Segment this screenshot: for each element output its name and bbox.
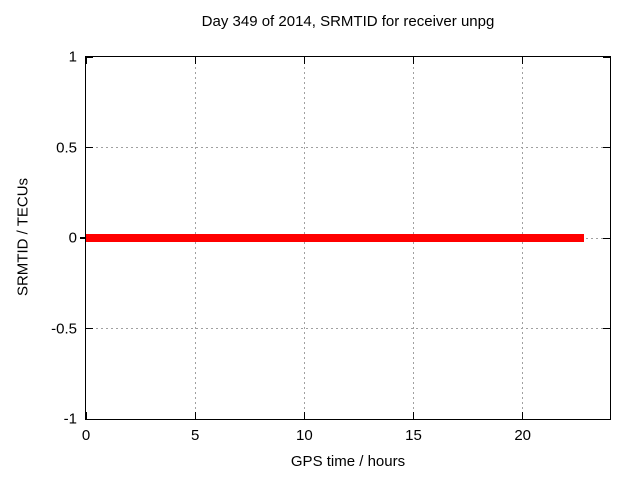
series-layer	[86, 57, 610, 419]
y-tick-mark-left	[86, 418, 93, 420]
tick-label-layer: 0 5 10 15 20 1 0.5 0 -0.5 -1	[51, 49, 610, 445]
y-tick-mark-right	[603, 418, 610, 420]
gridline-horizontal	[86, 328, 610, 329]
x-tick-mark-bottom	[303, 412, 305, 419]
tick-layer	[80, 56, 610, 420]
series-line-srmtid	[86, 234, 584, 242]
x-tick-mark-top	[522, 57, 524, 64]
x-tick-label: 0	[81, 427, 91, 444]
y-tick-mark-right	[603, 328, 610, 329]
chart-title: Day 349 of 2014, SRMTID for receiver unp…	[201, 13, 495, 30]
x-tick-mark-bottom	[522, 412, 524, 419]
x-tick-label: 20	[514, 427, 531, 444]
y-tick-label: 0	[68, 229, 77, 247]
gridline-horizontal	[86, 147, 610, 148]
x-tick-mark-top	[194, 57, 196, 64]
x-tick-label: 15	[405, 427, 422, 444]
y-tick-label: -1	[63, 410, 77, 428]
x-tick-mark-top	[85, 57, 87, 64]
y-tick-mark-right	[603, 147, 610, 148]
x-tick-mark-top	[303, 57, 305, 64]
x-tick-mark-bottom	[85, 412, 87, 419]
x-tick-label: 10	[295, 427, 313, 444]
y-tick-mark-left	[86, 328, 93, 329]
y-tick-label: 0.5	[56, 139, 77, 156]
x-tick-mark-bottom	[413, 412, 414, 419]
y-tick-label: 1	[68, 48, 77, 66]
x-tick-label: 5	[190, 427, 200, 444]
y-zero-outer-tick	[80, 237, 86, 239]
y-tick-mark-right	[603, 56, 610, 58]
y-tick-label: -0.5	[51, 320, 77, 337]
y-tick-mark-right	[603, 237, 610, 239]
y-tick-mark-left	[86, 147, 93, 148]
x-axis-label: GPS time / hours	[290, 453, 406, 470]
y-axis-label: SRMTID / TECUs	[14, 177, 32, 297]
x-tick-mark-top	[413, 57, 414, 64]
plot-area: 0 5 10 15 20 1 0.5 0 -0.5 -1	[51, 49, 611, 445]
y-tick-mark-left	[86, 56, 93, 58]
x-tick-mark-bottom	[194, 412, 196, 419]
